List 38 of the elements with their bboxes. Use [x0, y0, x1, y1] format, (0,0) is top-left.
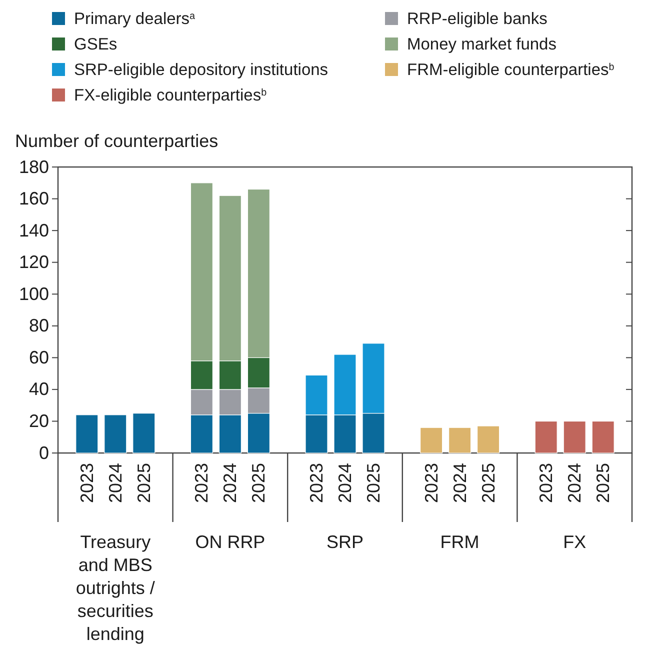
text: FX: [563, 532, 586, 552]
legend-label: SRP-eligible depository institutions: [74, 61, 328, 79]
text: ON RRP: [195, 532, 266, 552]
legend-label: FRM-eligible counterparties$^{b}$: [407, 61, 615, 79]
x-tick-label: 2023: [76, 463, 97, 504]
legend-label: Money market funds: [407, 36, 556, 54]
y-tick-label: 100: [18, 284, 49, 304]
y-tick-label: 80: [28, 316, 49, 336]
legend-label: GSEs: [74, 36, 118, 54]
x-tick-label: 2025: [593, 463, 614, 504]
y-tick-label: 0: [38, 442, 49, 463]
x-tick-label: 2024: [335, 463, 355, 504]
x-tick-label: 2025: [364, 463, 384, 504]
text: Treasury and MBS outrights / securities lending: [76, 532, 155, 644]
x-tick-label: 2023: [192, 463, 212, 504]
y-tick-label: 60: [28, 347, 49, 368]
x-tick-label: 2023: [536, 463, 556, 504]
x-tick-label: 2024: [564, 463, 585, 504]
x-tick-label: 2025: [478, 463, 498, 504]
y-tick-label: 40: [28, 379, 49, 400]
legend-label: RRP-eligible banks: [407, 10, 548, 28]
y-tick-label: 160: [18, 188, 49, 209]
y-tick-label: 120: [18, 252, 49, 272]
x-tick-label: 2024: [220, 463, 240, 504]
legend-label: FX-eligible counterparties$^{b}$: [74, 86, 268, 104]
x-tick-label: 2024: [105, 463, 126, 504]
x-tick-label: 2023: [306, 463, 326, 504]
text: SRP: [326, 532, 364, 552]
text: FRM: [440, 532, 480, 552]
y-tick-label: 20: [28, 410, 49, 431]
x-tick-label: 2025: [134, 463, 154, 504]
legend-label: Primary dealers$^{a}$: [74, 10, 196, 28]
x-tick-label: 2024: [450, 463, 470, 504]
x-tick-label: 2023: [421, 463, 442, 504]
y-tick-label: 180: [18, 156, 49, 177]
x-tick-label: 2025: [248, 463, 269, 504]
y-axis-title: Number of counterparties: [15, 131, 218, 151]
y-tick-label: 140: [18, 220, 49, 240]
